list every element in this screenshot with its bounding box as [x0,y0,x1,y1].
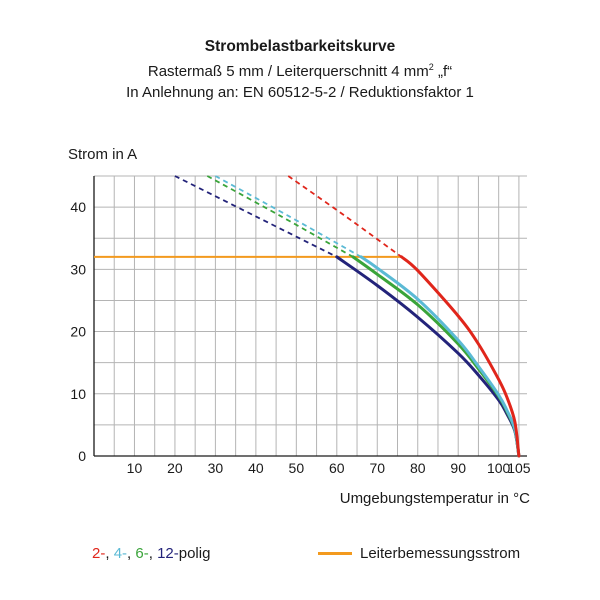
y-axis-label: Strom in A [68,146,138,163]
series-c6-extrapolated [206,175,354,258]
x-tick-label: 90 [450,460,466,476]
x-tick-label: 80 [410,460,426,476]
x-tick-label: 40 [248,460,264,476]
y-tick-label: 0 [78,448,86,464]
chart-subtitle-2: In Anlehnung an: EN 60512-5-2 / Reduktio… [126,84,474,101]
subtitle-suffix: „f“ [433,63,453,80]
x-axis-label: Umgebungstemperatur in °C [339,490,530,507]
series-c12-extrapolated [174,175,338,258]
y-tick-label: 40 [70,199,86,215]
y-tick-label: 20 [70,324,86,340]
series-c2-line [400,255,521,458]
subtitle-text: Rastermaß 5 mm / Leiterquerschnitt 4 mm [147,63,429,80]
x-tick-label: 105 [507,460,531,476]
chart-title: Strombelastbarkeitskurve [204,38,396,55]
x-tick-label: 60 [329,460,345,476]
legend-pole-part: 12- [157,545,179,562]
legend-pole-count: 2-, 4-, 6-, 12-polig [92,545,210,562]
legend-pole-part: 6- [135,545,149,562]
x-tick-label: 100 [487,460,511,476]
x-tick-label: 50 [289,460,305,476]
x-tick-label: 30 [208,460,224,476]
legend-pole-part: 4- [113,545,128,562]
series-c4-line [359,255,521,458]
x-tick-label: 20 [167,460,183,476]
legend-swatch-rated-current [318,552,352,555]
y-tick-label: 10 [70,386,86,402]
x-tick-label: 70 [369,460,385,476]
subtitle-superscript: 2 [428,62,434,72]
legend-pole-part: 2- [92,545,106,562]
legend-pole-part: , [105,545,114,562]
series-c4-extrapolated [214,175,362,258]
series-c2-extrapolated [287,175,403,258]
legend-rated-current: Leiterbemessungsstrom [318,545,520,562]
legend-pole-part: , [148,545,158,562]
chart-subtitle: Rastermaß 5 mm / Leiterquerschnitt 4 mm2… [0,57,600,82]
x-tick-label: 10 [127,460,143,476]
y-tick-label: 30 [70,261,86,277]
legend-pole-part: , [127,545,136,562]
series-c12-line [335,255,521,458]
legend-pole-part: polig [178,545,211,562]
legend-rated-current-label: Leiterbemessungsstrom [360,545,521,562]
chart-title-block: Strombelastbarkeitskurve Rastermaß 5 mm … [0,36,600,103]
